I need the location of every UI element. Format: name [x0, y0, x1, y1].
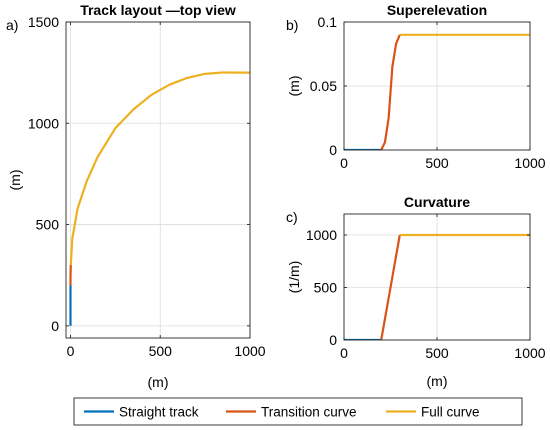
- x-tick-label: 500: [425, 155, 449, 171]
- y-tick-label: 1000: [28, 115, 59, 131]
- series-line-transition-curve: [380, 34, 401, 150]
- legend-box: [73, 397, 523, 426]
- y-axis-label: (m): [286, 76, 302, 97]
- x-tick-label: 1000: [514, 155, 545, 171]
- plot-area: [66, 22, 250, 338]
- y-tick-label: 0: [51, 318, 59, 334]
- x-tick-label: 0: [340, 345, 348, 361]
- x-tick-label: 1000: [234, 343, 265, 359]
- x-tick-label: 1000: [514, 345, 545, 361]
- chart-a: 0 500 1000 0 500 1000 1500 Track layout —top vi…: [6, 2, 266, 390]
- x-axis-label: (m): [148, 374, 169, 390]
- legend-label-transition-curve: Transition curve: [261, 405, 357, 420]
- panel-label: a): [6, 17, 18, 33]
- y-tick-label: 0: [329, 142, 337, 158]
- chart-c: 0 500 1000 0 500 1000 Curvature c) (m) (1/m): [286, 194, 546, 389]
- legend-label-straight-track: Straight track: [119, 405, 199, 420]
- panel-label: b): [286, 17, 298, 33]
- x-axis-label: (m): [427, 373, 448, 389]
- y-tick-label: 0: [329, 332, 337, 348]
- x-tick-label: 500: [425, 345, 449, 361]
- legend: Straight track Transition curve Full curve: [73, 397, 523, 426]
- y-tick-label: 0.1: [318, 14, 338, 30]
- x-tick-label: 0: [340, 155, 348, 171]
- y-tick-label: 500: [36, 217, 60, 233]
- y-tick-label: 0.05: [310, 78, 337, 94]
- chart-title: Track layout —top view: [80, 2, 236, 18]
- legend-label-full-curve: Full curve: [421, 405, 480, 420]
- chart-title: Superelevation: [387, 2, 487, 18]
- y-axis-label: (m): [7, 170, 23, 191]
- series-line-transition-curve: [380, 234, 401, 340]
- chart-b: 0 500 1000 0 0.05 0.1 Superelevation b) (m): [286, 2, 546, 171]
- series-line-full-curve: [69, 71, 250, 266]
- axes-box: [65, 21, 251, 339]
- panel-label: c): [286, 209, 298, 225]
- x-tick-label: 0: [67, 343, 75, 359]
- y-axis-label: (1/m): [286, 261, 302, 294]
- y-tick-label: 500: [314, 280, 338, 296]
- y-tick-label: 1000: [306, 227, 337, 243]
- y-tick-label: 1500: [28, 14, 59, 30]
- x-tick-label: 500: [149, 343, 173, 359]
- chart-title: Curvature: [404, 194, 470, 210]
